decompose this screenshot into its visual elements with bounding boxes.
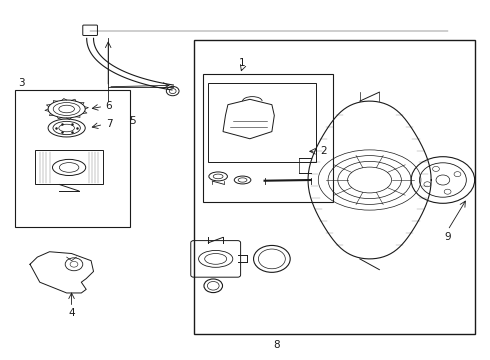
Bar (15, 90, 130, 226)
Text: 1: 1 (239, 58, 246, 68)
Bar (35, 150, 103, 184)
Bar (208, 83, 316, 162)
Text: 6: 6 (106, 102, 112, 112)
Bar (194, 40, 475, 334)
Text: 5: 5 (129, 116, 136, 126)
Text: 8: 8 (273, 340, 280, 350)
Text: 9: 9 (444, 232, 451, 242)
Text: 2: 2 (321, 146, 327, 156)
Text: 3: 3 (19, 78, 25, 88)
Bar (203, 74, 333, 202)
Text: 7: 7 (106, 120, 112, 129)
Text: 4: 4 (68, 308, 75, 318)
